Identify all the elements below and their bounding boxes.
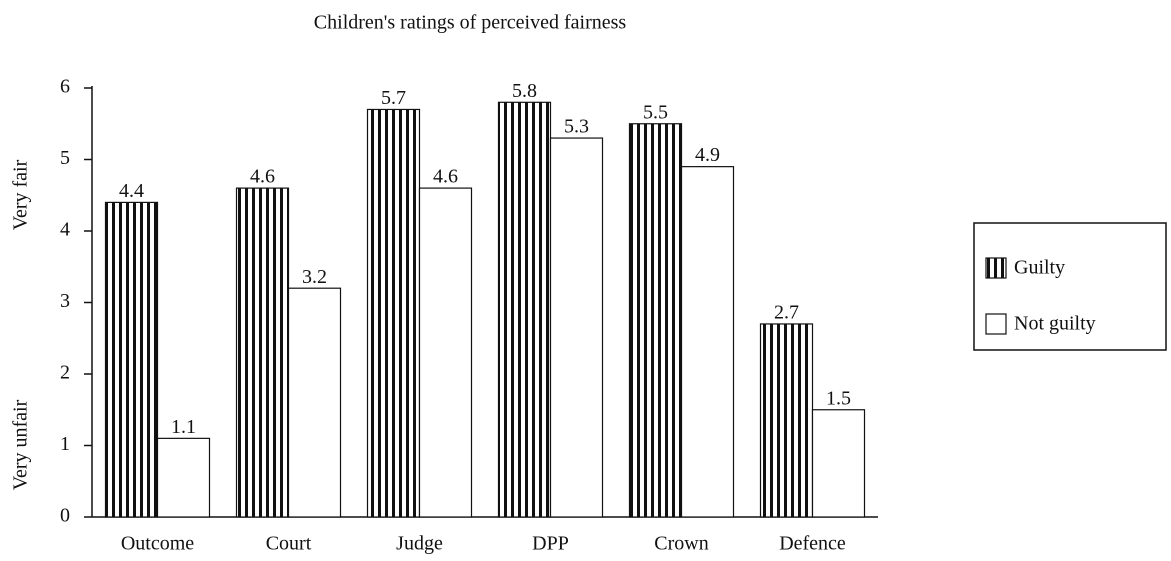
value-label: 5.5: [643, 101, 668, 123]
value-label: 4.6: [433, 166, 458, 188]
x-tick-label: Defence: [779, 533, 846, 555]
value-label: 4.6: [250, 166, 275, 188]
y-tick-label: 2: [60, 362, 70, 384]
y-tick-label: 6: [60, 76, 70, 98]
legend-swatch: [985, 313, 1007, 335]
value-label: 2.7: [774, 302, 799, 324]
value-label: 5.7: [381, 87, 406, 109]
y-tick-label: 5: [60, 147, 70, 169]
bar: [366, 108, 421, 518]
value-label: 1.1: [171, 416, 196, 438]
value-label: 5.8: [512, 80, 537, 102]
x-tick-label: Judge: [396, 533, 443, 555]
legend-label: Not guilty: [1014, 313, 1096, 335]
bar: [287, 287, 342, 518]
x-tick-label: Outcome: [121, 533, 194, 555]
bar: [235, 187, 290, 518]
y-tick-label: 0: [60, 505, 70, 527]
y-tick-label: 4: [60, 219, 70, 241]
y-tick-label: 3: [60, 290, 70, 312]
bar: [418, 187, 473, 518]
legend-swatch: [985, 257, 1007, 279]
chart-title: Children's ratings of perceived fairness: [314, 12, 627, 34]
bar: [549, 137, 604, 518]
y-annotation: Very fair: [10, 159, 32, 230]
bar: [156, 437, 211, 518]
bar: [759, 323, 814, 518]
bar: [680, 166, 735, 518]
value-label: 1.5: [826, 387, 851, 409]
x-tick-label: Crown: [654, 533, 708, 555]
x-tick-label: DPP: [532, 533, 569, 555]
legend-label: Guilty: [1014, 257, 1065, 279]
value-label: 4.4: [119, 180, 144, 202]
y-tick-label: 1: [60, 433, 70, 455]
x-tick-label: Court: [266, 533, 312, 555]
bar: [104, 201, 159, 518]
bar: [497, 101, 552, 518]
bar: [628, 123, 683, 518]
y-annotation: Very unfair: [10, 399, 32, 490]
value-label: 4.9: [695, 144, 720, 166]
value-label: 3.2: [302, 266, 327, 288]
value-label: 5.3: [564, 116, 589, 138]
bar: [811, 409, 866, 518]
